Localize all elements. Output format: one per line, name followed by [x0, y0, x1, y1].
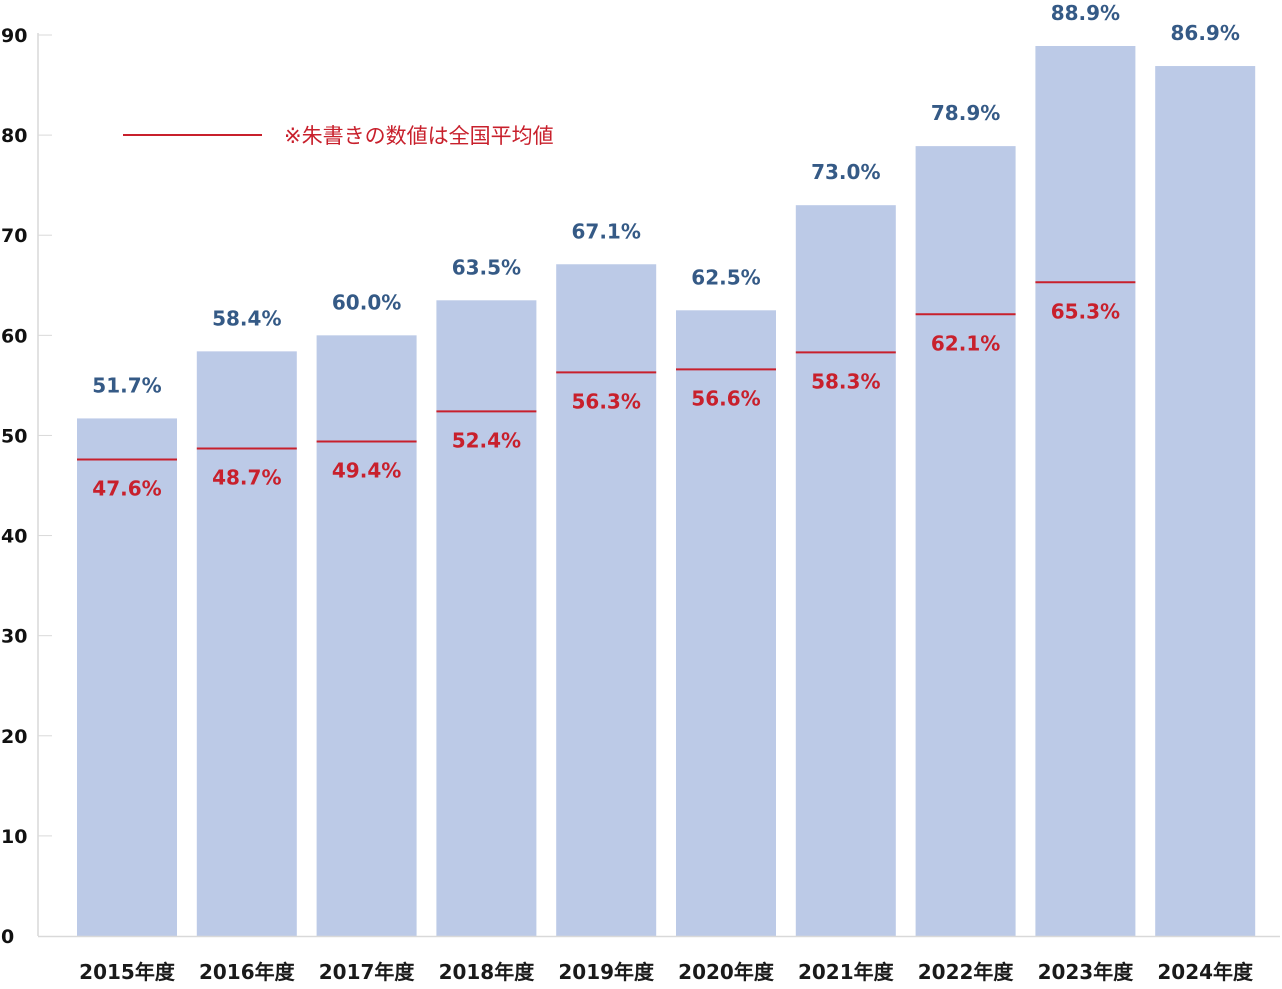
y-tick-label-20: 20: [1, 726, 27, 748]
bar-2021年度: [795, 205, 896, 936]
y-tick-label-60: 60: [1, 325, 27, 347]
bar-2018年度: [436, 300, 537, 936]
category-label-2018年度: 2018年度: [439, 960, 536, 984]
category-label-2022年度: 2022年度: [918, 960, 1015, 984]
category-label-2024年度: 2024年度: [1157, 960, 1254, 984]
average-label-2022年度: 62.1%: [931, 331, 1000, 355]
bar-2015年度: [77, 418, 177, 937]
average-lines-layer: [77, 281, 1136, 461]
category-label-2023年度: 2023年度: [1038, 960, 1135, 984]
category-label-2015年度: 2015年度: [79, 960, 176, 984]
value-label-2019年度: 67.1%: [572, 219, 641, 243]
category-label-2019年度: 2019年度: [558, 960, 655, 984]
legend: ※朱書きの数値は全国平均値: [123, 124, 554, 148]
axis-layer: 0 10 20 30 40 50 60 70 80 90 2015年度 2016年度 2017年度 201…: [1, 25, 1280, 984]
value-label-2015年度: 51.7%: [92, 373, 161, 397]
bar-2016年度: [196, 351, 297, 937]
average-label-2016年度: 48.7%: [212, 465, 281, 489]
value-label-2024年度: 86.9%: [1171, 21, 1240, 45]
average-label-2020年度: 56.6%: [691, 386, 760, 410]
value-label-2017年度: 60.0%: [332, 290, 401, 314]
bar-2024年度: [1155, 66, 1256, 937]
value-labels-layer: 51.7% 47.6% 58.4% 48.7% 60.0% 49.4% 63.5% 52.4%…: [92, 1, 1240, 500]
y-tick-label-70: 70: [1, 225, 27, 247]
y-tick-label-0: 0: [1, 926, 14, 948]
bar-2019年度: [556, 264, 657, 936]
grid-layer: [38, 34, 52, 837]
bar-2023年度: [1035, 46, 1136, 937]
category-label-2016年度: 2016年度: [199, 960, 296, 984]
y-tick-label-40: 40: [1, 526, 27, 548]
legend-label: ※朱書きの数値は全国平均値: [284, 124, 554, 148]
y-tick-label-80: 80: [1, 125, 27, 147]
value-label-2023年度: 88.9%: [1051, 1, 1120, 25]
value-label-2016年度: 58.4%: [212, 306, 281, 330]
average-label-2023年度: 65.3%: [1051, 299, 1120, 323]
bar-2022年度: [915, 146, 1016, 936]
y-tick-label-10: 10: [1, 826, 27, 848]
value-label-2020年度: 62.5%: [691, 265, 760, 289]
value-label-2018年度: 63.5%: [452, 255, 521, 279]
y-tick-label-30: 30: [1, 626, 27, 648]
y-tick-label-90: 90: [1, 25, 27, 47]
average-label-2015年度: 47.6%: [92, 476, 161, 500]
average-label-2017年度: 49.4%: [332, 458, 401, 482]
y-tick-label-50: 50: [1, 425, 27, 447]
average-label-2021年度: 58.3%: [811, 369, 880, 393]
category-label-2017年度: 2017年度: [319, 960, 416, 984]
average-label-2019年度: 56.3%: [572, 389, 641, 413]
value-label-2021年度: 73.0%: [811, 160, 880, 184]
value-label-2022年度: 78.9%: [931, 101, 1000, 125]
average-label-2018年度: 52.4%: [452, 428, 521, 452]
category-label-2020年度: 2020年度: [678, 960, 775, 984]
bar-2017年度: [316, 335, 417, 936]
category-label-2021年度: 2021年度: [798, 960, 895, 984]
bars-layer: [77, 46, 1256, 937]
bar-2020年度: [676, 310, 776, 936]
